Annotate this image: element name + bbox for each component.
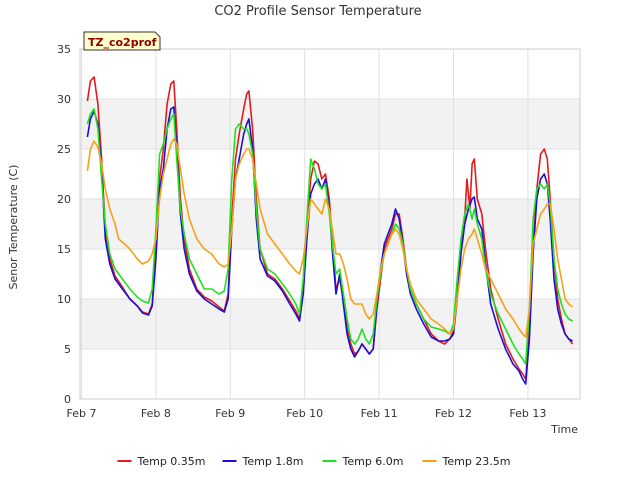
station-label: TZ_co2prof [88, 36, 157, 49]
series-line [86, 108, 573, 365]
y-tick-label: 5 [64, 343, 71, 356]
x-tick-label: Feb 8 [141, 407, 171, 420]
y-axis-ticks: 0 5 10 15 20 25 30 35 [57, 43, 71, 406]
series-lines [86, 76, 574, 385]
x-tick-label: Feb 11 [361, 407, 398, 420]
legend-label: Temp 0.35m [137, 455, 206, 468]
x-tick-label: Feb 10 [286, 407, 323, 420]
background-band [80, 99, 580, 149]
legend-label: Temp 6.0m [342, 455, 404, 468]
legend-item: Temp 1.8m [222, 455, 304, 468]
station-label-box: TZ_co2prof [83, 31, 161, 51]
legend-label: Temp 1.8m [242, 455, 304, 468]
y-tick-label: 0 [64, 393, 71, 406]
y-axis-title: Senor Temperature (C) [7, 165, 20, 290]
legend-item: Temp 6.0m [322, 455, 404, 468]
x-tick-label: Feb 9 [215, 407, 245, 420]
x-tick-label: Feb 12 [435, 407, 472, 420]
legend-item: Temp 0.35m [117, 455, 206, 468]
y-tick-label: 25 [57, 143, 71, 156]
chart-title: CO2 Profile Sensor Temperature [214, 4, 421, 19]
y-tick-label: 15 [57, 243, 71, 256]
y-tick-label: 30 [57, 93, 71, 106]
legend: Temp 0.35m Temp 1.8m Temp 6.0m Temp 23.5m [117, 455, 511, 468]
legend-label: Temp 23.5m [442, 455, 511, 468]
y-tick-label: 10 [57, 293, 71, 306]
x-axis-title: Time [550, 423, 578, 436]
y-tick-label: 35 [57, 43, 71, 56]
y-tick-label: 20 [57, 193, 71, 206]
x-axis-ticks: Feb 7 Feb 8 Feb 9 Feb 10 Feb 11 Feb 12 Feb 13 [66, 407, 546, 420]
x-tick-label: Feb 13 [509, 407, 546, 420]
plot-frame [79, 48, 581, 400]
series-line [86, 138, 574, 338]
legend-item: Temp 23.5m [422, 455, 511, 468]
x-tick-label: Feb 7 [66, 407, 96, 420]
station-label-background [83, 31, 161, 51]
